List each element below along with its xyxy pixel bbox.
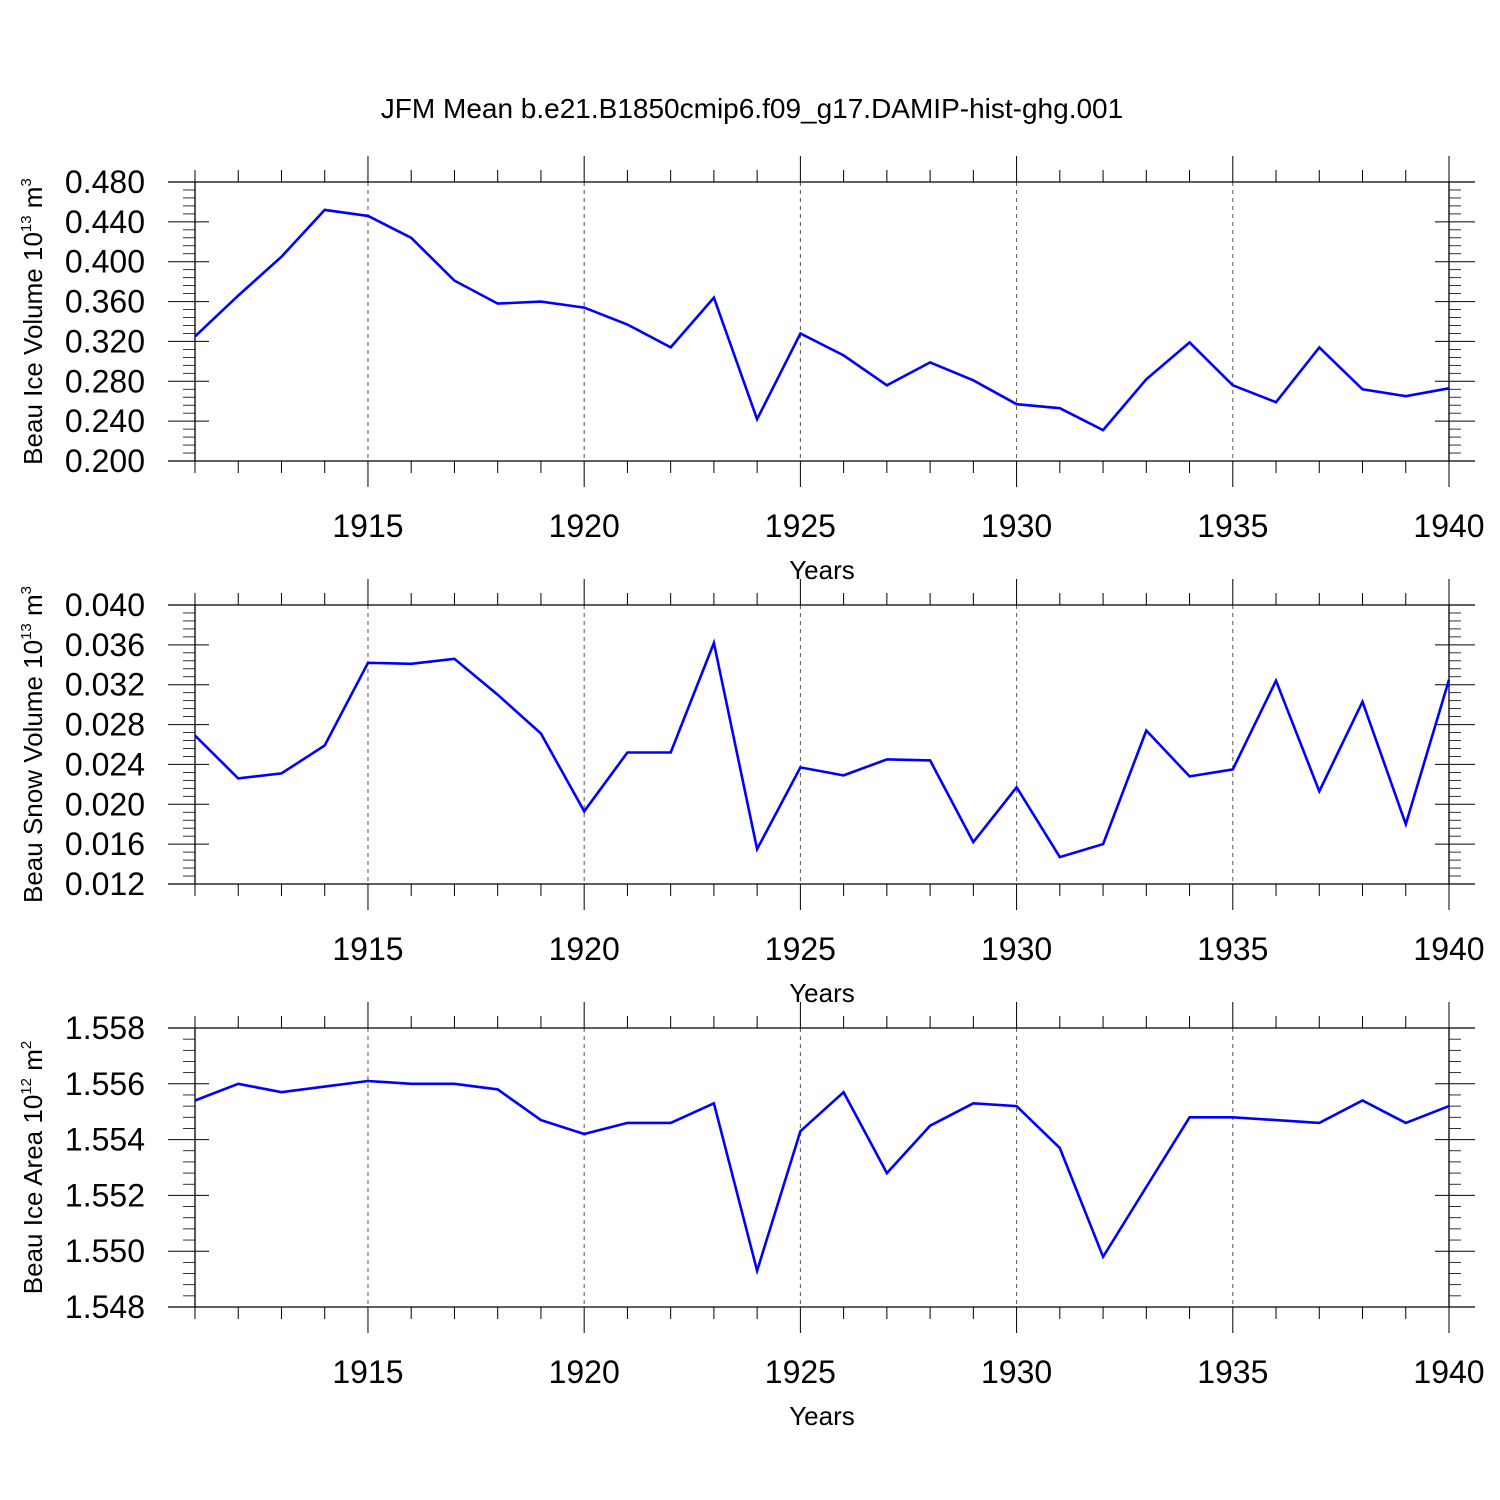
y-tick-label: 0.028: [65, 707, 145, 743]
x-tick-label: 1920: [549, 931, 620, 967]
x-tick-label: 1915: [332, 1354, 403, 1390]
x-tick-label: 1940: [1413, 931, 1484, 967]
y-tick-label: 0.240: [65, 403, 145, 439]
x-tick-label: 1925: [765, 508, 836, 544]
y-axis-label: Beau Snow Volume 1013 m3: [18, 586, 48, 903]
chart-title: JFM Mean b.e21.B1850cmip6.f09_g17.DAMIP-…: [381, 93, 1123, 124]
x-tick-label: 1915: [332, 931, 403, 967]
x-tick-label: 1935: [1197, 1354, 1268, 1390]
y-tick-label: 1.558: [65, 1010, 145, 1046]
y-tick-label: 0.480: [65, 164, 145, 200]
x-tick-label: 1920: [549, 1354, 620, 1390]
y-tick-label: 0.400: [65, 244, 145, 280]
y-tick-label: 0.440: [65, 204, 145, 240]
y-tick-label: 1.552: [65, 1177, 145, 1213]
x-tick-label: 1940: [1413, 508, 1484, 544]
y-tick-label: 0.024: [65, 746, 145, 782]
y-tick-label: 0.016: [65, 826, 145, 862]
x-tick-label: 1935: [1197, 508, 1268, 544]
y-tick-label: 0.360: [65, 284, 145, 320]
x-axis-label: Years: [789, 978, 855, 1008]
y-tick-label: 0.012: [65, 866, 145, 902]
series-line: [194, 638, 1451, 859]
y-axis-label: Beau Ice Volume 1013 m3: [18, 178, 48, 465]
x-tick-label: 1930: [981, 508, 1052, 544]
x-tick-label: 1925: [765, 931, 836, 967]
y-axis-label: Beau Ice Area 1012 m2: [18, 1041, 48, 1294]
x-tick-label: 1915: [332, 508, 403, 544]
y-tick-label: 1.556: [65, 1066, 145, 1102]
x-tick-label: 1940: [1413, 1354, 1484, 1390]
y-tick-label: 0.032: [65, 667, 145, 703]
x-axis-label: Years: [789, 1401, 855, 1431]
x-tick-label: 1920: [549, 508, 620, 544]
y-tick-label: 0.036: [65, 627, 145, 663]
series-line: [194, 208, 1450, 432]
x-axis-label: Years: [789, 555, 855, 585]
y-tick-label: 1.548: [65, 1289, 145, 1325]
y-tick-label: 0.020: [65, 786, 145, 822]
y-tick-label: 0.320: [65, 323, 145, 359]
y-tick-label: 0.280: [65, 363, 145, 399]
panel-3: 1.548 1.550 1.552 1.554 1.556 1.558 1915 1920 19…: [18, 1002, 1485, 1431]
y-tick-label: 1.554: [65, 1122, 145, 1158]
x-tick-label: 1935: [1197, 931, 1268, 967]
series-line: [194, 1079, 1450, 1276]
x-tick-label: 1930: [981, 1354, 1052, 1390]
x-tick-label: 1930: [981, 931, 1052, 967]
x-tick-label: 1925: [765, 1354, 836, 1390]
y-tick-label: 1.550: [65, 1233, 145, 1269]
y-tick-label: 0.200: [65, 443, 145, 479]
y-tick-label: 0.040: [65, 587, 145, 623]
